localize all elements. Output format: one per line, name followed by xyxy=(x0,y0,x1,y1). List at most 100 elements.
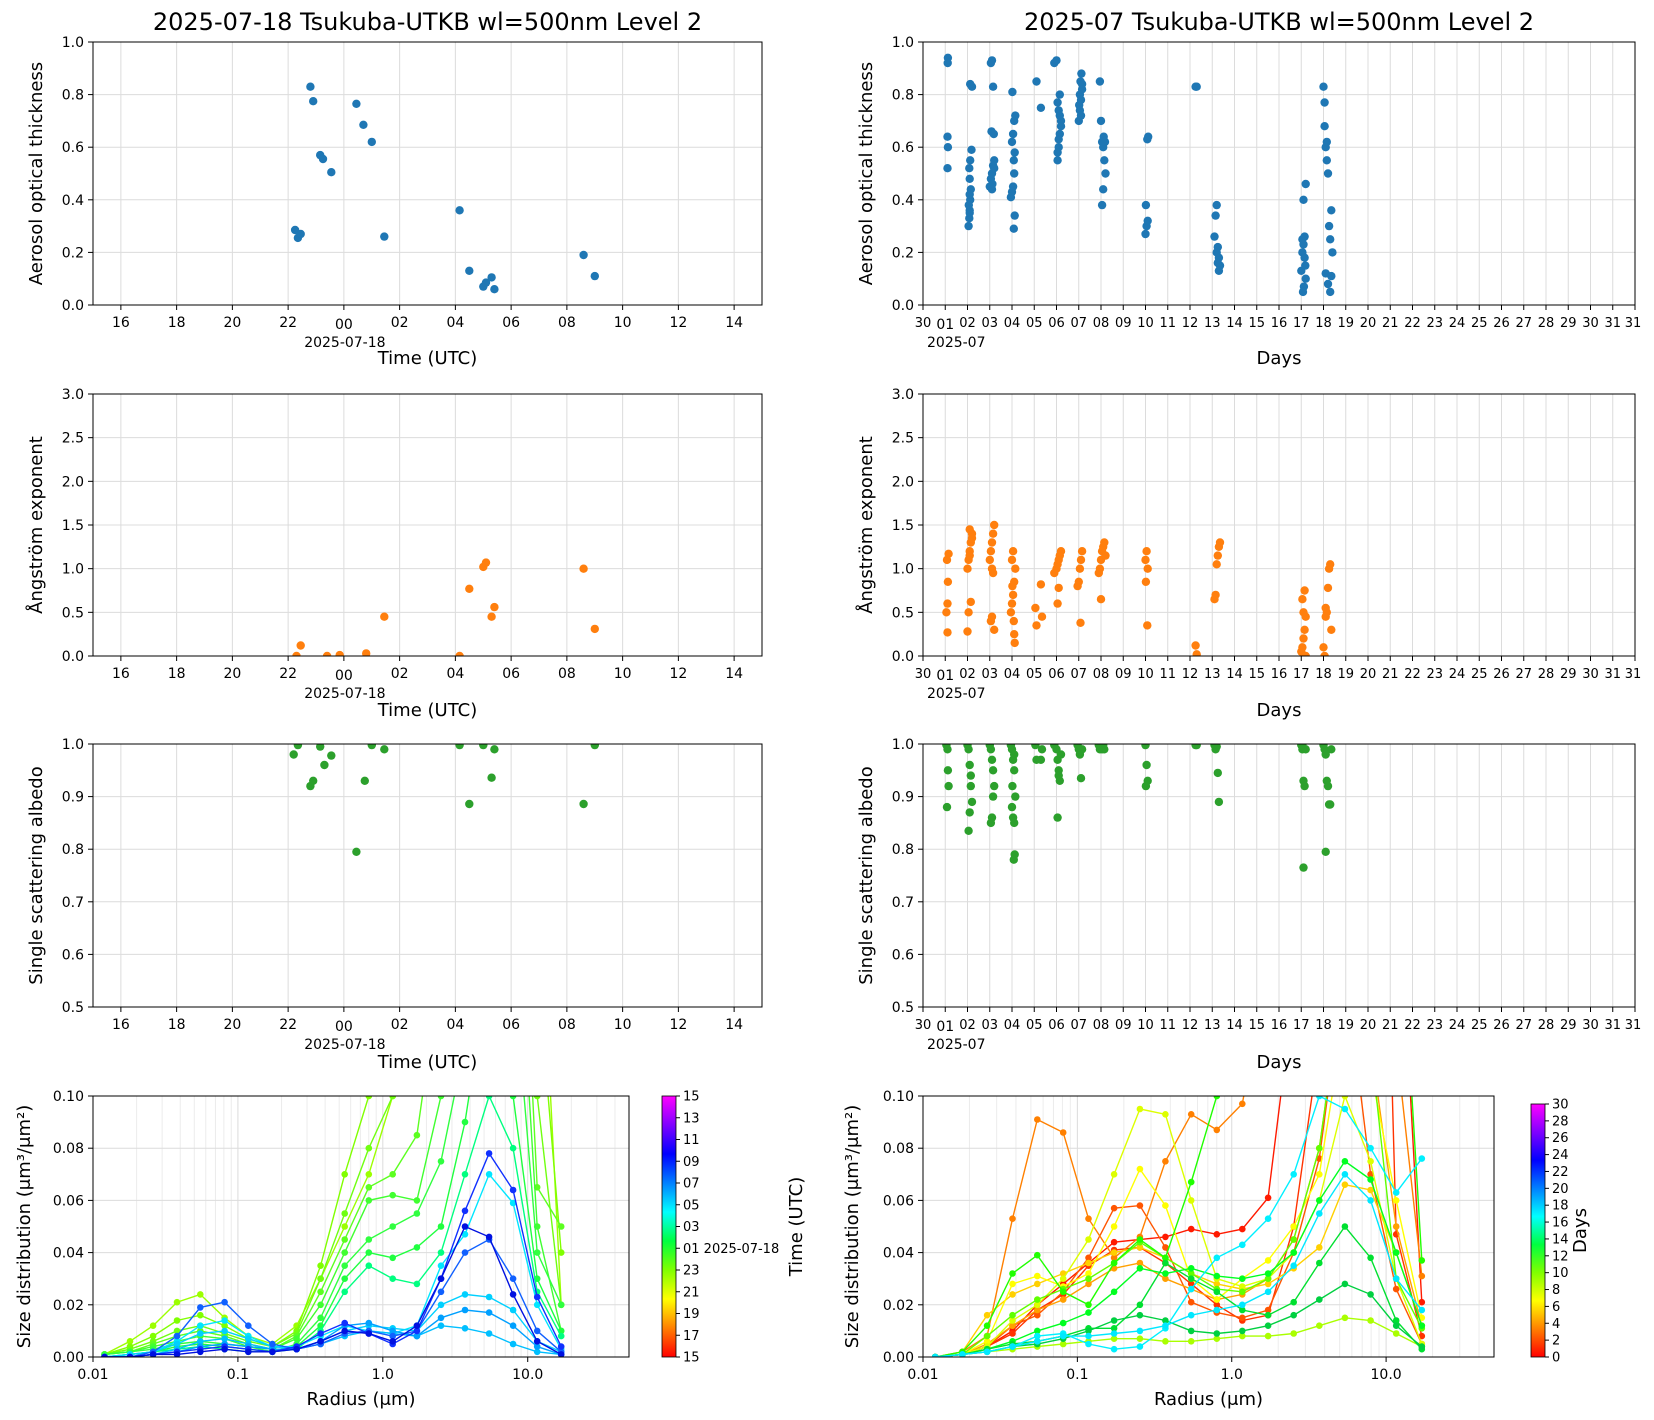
y-tick-label: 1.0 xyxy=(62,737,84,753)
x-tick-label: 0.01 xyxy=(77,1367,108,1383)
data-point xyxy=(359,120,368,129)
series-point xyxy=(1162,1158,1169,1165)
y-tick-label: 3.0 xyxy=(62,387,84,403)
series-line xyxy=(104,1096,562,1356)
series-point xyxy=(197,1338,204,1345)
series-point xyxy=(1418,1257,1426,1264)
series-point xyxy=(269,1340,276,1348)
x-tick-label: 15 xyxy=(1248,1018,1265,1033)
series-point xyxy=(1316,1096,1323,1100)
y-tick-label: 0.06 xyxy=(883,1193,914,1209)
series-point xyxy=(1367,1317,1374,1324)
series-point xyxy=(461,1306,469,1314)
colorbar-tick-label: 18 xyxy=(1552,1199,1569,1214)
series-point xyxy=(437,1223,445,1230)
chart-ssa_day: 16 18 20 22 00 02 04 06 08 10 12 14 2025-07-18 0.5 0.6… xyxy=(26,737,763,1073)
data-point xyxy=(1215,538,1225,547)
x-tick-label: 14 xyxy=(1226,316,1243,331)
x-tick-label: 02 xyxy=(391,666,409,682)
series-point xyxy=(485,1150,493,1157)
data-point xyxy=(479,744,488,750)
series-point xyxy=(437,1275,445,1282)
x-tick-label: 20 xyxy=(223,315,241,331)
x-tick-label: 07 xyxy=(1070,316,1087,331)
series-point xyxy=(1367,1144,1374,1152)
data-point xyxy=(380,612,389,621)
series-point xyxy=(1136,1259,1144,1267)
data-point xyxy=(986,745,996,754)
series-point xyxy=(1418,1343,1426,1350)
data-point xyxy=(988,82,998,91)
series-point xyxy=(221,1335,228,1342)
y-tick-label: 0.5 xyxy=(62,605,84,621)
data-point xyxy=(1142,760,1151,770)
series-line xyxy=(935,1096,1423,1357)
data-point xyxy=(1009,855,1018,864)
data-point xyxy=(579,250,588,260)
x-tick-label: 05 xyxy=(1026,1018,1043,1033)
y-tick-label: 2.5 xyxy=(62,431,84,447)
x-tick-label: 10 xyxy=(614,1017,632,1033)
series-point xyxy=(341,1262,349,1269)
grid xyxy=(93,41,762,306)
data-point xyxy=(1212,560,1221,569)
series-point xyxy=(1085,1280,1092,1288)
data-point xyxy=(1056,122,1066,131)
series-point xyxy=(1392,1249,1400,1256)
series-point xyxy=(317,1330,324,1337)
y-tick-label: 2.0 xyxy=(62,474,84,490)
x-tick-label: 0.1 xyxy=(1066,1367,1088,1383)
y-tick-label: 0.9 xyxy=(62,790,84,806)
data-point xyxy=(1211,211,1220,220)
data-point xyxy=(1320,651,1329,656)
series-point xyxy=(1110,1249,1118,1256)
series-point xyxy=(173,1327,181,1335)
data-point xyxy=(964,221,973,231)
x-tick-label: 18 xyxy=(168,666,186,682)
y-tick-label: 0.04 xyxy=(883,1246,914,1262)
series-point xyxy=(1187,1285,1195,1293)
data-point xyxy=(1320,98,1329,107)
series-point xyxy=(1264,1332,1272,1340)
data-point xyxy=(1011,564,1020,573)
x-tick-label: 01 xyxy=(936,1019,954,1035)
plot-area xyxy=(289,744,599,856)
data-point xyxy=(987,538,997,547)
data-point xyxy=(1100,156,1109,165)
series-point xyxy=(221,1327,228,1335)
series-point xyxy=(1136,1327,1144,1335)
data-point xyxy=(352,847,361,856)
colorbar-tick-label: 24 xyxy=(1552,1148,1569,1163)
series-point xyxy=(389,1275,397,1282)
series-point xyxy=(1367,1197,1374,1204)
colorbar-tick-label: 03 xyxy=(683,1220,700,1235)
data-point xyxy=(1300,253,1309,262)
series-point xyxy=(1418,1298,1426,1306)
series-point xyxy=(1162,1254,1169,1262)
x-tick-label: 04 xyxy=(1004,667,1021,682)
series-point xyxy=(317,1314,324,1322)
x-tick-label: 04 xyxy=(446,315,464,331)
x-tick-label: 31 xyxy=(1625,1018,1642,1033)
x-tick-label: 30 xyxy=(915,316,932,331)
data-point xyxy=(1213,258,1223,268)
series-point xyxy=(437,1262,445,1269)
colorbar-tick-label: 19 xyxy=(683,1307,700,1322)
data-point xyxy=(1032,621,1041,630)
series-point xyxy=(1136,1265,1144,1272)
x-tick-label: 01 xyxy=(936,317,954,333)
series-point xyxy=(173,1332,181,1340)
series-point xyxy=(1187,1338,1195,1345)
series-point xyxy=(461,1325,469,1332)
x-date-label: 2025-07-18 xyxy=(304,335,385,351)
x-tick-label: 20 xyxy=(1360,1018,1377,1033)
series-point xyxy=(1085,1270,1092,1277)
series-point xyxy=(1059,1332,1067,1340)
data-point xyxy=(1327,745,1336,754)
series-point xyxy=(485,1293,493,1301)
data-point xyxy=(1298,287,1308,297)
data-point xyxy=(1301,651,1310,656)
x-tick-label: 31 xyxy=(1604,667,1621,682)
series-point xyxy=(1213,1280,1221,1288)
series-point xyxy=(221,1345,228,1353)
